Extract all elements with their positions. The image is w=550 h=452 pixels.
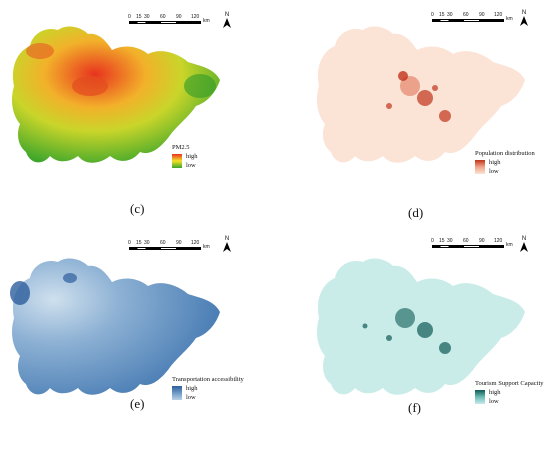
panel-label: (e) [130,396,145,411]
tourism-map [317,258,525,395]
legend-swatch [172,386,182,400]
population-map [317,26,525,163]
panel-label: (c) [130,201,145,216]
legend-swatch [475,390,485,404]
legend-swatch [475,160,485,174]
legend-swatch [172,154,182,168]
legend: Population distribution high low [475,150,547,190]
north-arrow: N [222,236,232,254]
map-panel-population: 0 15 30 60 90 120 km N Population distri… [275,0,550,226]
pm25-map [12,26,220,163]
panel-label: (f) [408,400,421,415]
panel-label: (d) [408,205,424,220]
legend: Tourism Support Capacity high low [475,380,547,420]
legend: Transportation accessibility high low [172,376,247,416]
scale-bar: 0 15 30 60 90 120 km [431,12,513,22]
legend-title: Tourism Support Capacity [475,380,544,387]
scale-bar: 0 15 30 60 90 120 km [128,14,210,24]
north-arrow: N [519,236,529,254]
map-panel-pm25: 0 15 30 60 90 120 km N PM2.5 high low (c… [0,0,275,226]
map-panel-transport: 0 15 30 60 90 120 km N Transportation ac… [0,226,275,452]
legend-title: PM2.5 [172,144,190,151]
north-arrow: N [222,12,232,30]
north-arrow: N [519,10,529,28]
map-panel-tourism: 0 15 30 60 90 120 km N Tourism Support C… [275,226,550,452]
scale-bar: 0 15 30 60 90 120 km [431,238,513,248]
transport-map [10,258,220,395]
legend: PM2.5 high low [172,144,242,184]
scale-bar: 0 15 30 60 90 120 km [128,240,210,250]
legend-title: Transportation accessibility [172,376,244,383]
legend-title: Population distribution [475,150,535,157]
